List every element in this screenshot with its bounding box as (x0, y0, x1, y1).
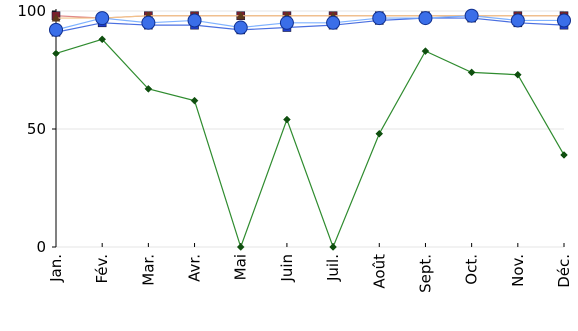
data-point (279, 15, 294, 30)
x-tick-label: Sept. (416, 254, 434, 293)
x-tick-label: Mar. (139, 254, 157, 286)
data-point (375, 129, 384, 138)
data-point (372, 11, 387, 26)
y-tick-label: 100 (17, 2, 46, 20)
x-tick-label: Nov. (509, 254, 527, 287)
data-point (510, 13, 525, 28)
data-point (51, 13, 61, 22)
data-point (283, 115, 291, 124)
data-point (329, 243, 337, 251)
data-point (52, 49, 60, 58)
data-point (141, 15, 156, 30)
data-point (513, 70, 522, 79)
x-tick-label: Fév. (93, 254, 111, 284)
x-tick-label: Juil. (324, 254, 342, 282)
grid-layer (56, 10, 564, 248)
data-point (560, 151, 568, 159)
y-tick-label: 50 (27, 120, 46, 138)
series-5 (49, 8, 571, 37)
series-line (55, 38, 565, 249)
x-tick-label: Mai (232, 254, 250, 280)
x-tick-label: Août (370, 254, 388, 289)
data-point (467, 68, 476, 77)
x-tick-label: Juin (278, 254, 296, 283)
data-point (326, 15, 341, 30)
data-point (418, 11, 433, 26)
data-point (236, 11, 246, 20)
data-point (144, 85, 153, 93)
labels-layer: 0 50 100 Jan. Fév. Mar. Avr. Mai Juin Juil. Août Se… (17, 2, 573, 293)
x-tick-label: Déc. (555, 254, 573, 288)
series-layer (49, 8, 571, 251)
data-point (190, 96, 199, 105)
data-point (236, 243, 245, 251)
series-1 (52, 35, 568, 251)
x-tick-label: Oct. (463, 254, 481, 285)
data-point (49, 22, 63, 37)
series-line (55, 17, 565, 33)
series-line (55, 15, 564, 31)
x-tick-label: Jan. (47, 254, 65, 283)
data-point (557, 13, 571, 28)
axes-layer (52, 9, 565, 248)
data-point (187, 13, 202, 28)
x-tick-label: Avr. (186, 254, 204, 282)
series-line (56, 15, 564, 19)
data-point (464, 8, 479, 23)
data-point (98, 35, 107, 44)
data-point (95, 11, 110, 26)
data-point (233, 20, 248, 35)
y-tick-label: 0 (36, 238, 46, 256)
data-point (421, 47, 430, 55)
